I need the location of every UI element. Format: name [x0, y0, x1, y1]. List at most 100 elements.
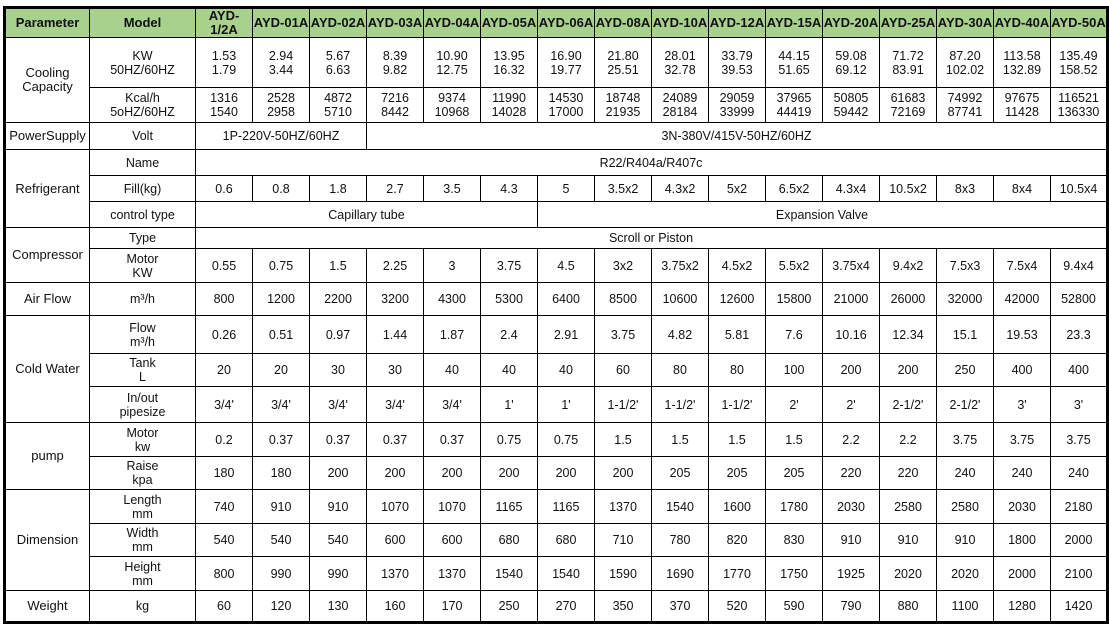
table-cell: 9.4x4 — [1050, 248, 1108, 283]
table-cell: 2100 — [1050, 556, 1108, 591]
header-model: Model — [89, 7, 196, 38]
header-model-ayd-12a: AYD-12A — [708, 7, 766, 38]
row-label: Width mm — [89, 523, 196, 557]
table-cell: 4.3 — [480, 175, 538, 202]
table-cell: 1165 — [480, 489, 538, 524]
table-cell: 5.5x2 — [765, 248, 823, 283]
table-cell: 2000 — [993, 556, 1051, 591]
table-cell: 220 — [879, 456, 937, 490]
table-cell: 1750 — [765, 556, 823, 591]
table-cell: 5.67 6.63 — [309, 37, 367, 88]
table-cell: 180 — [252, 456, 310, 490]
table-cell: 7.5x3 — [936, 248, 994, 283]
table-cell: 3' — [993, 386, 1051, 423]
table-cell: 540 — [309, 523, 367, 557]
table-cell: 1540 — [537, 556, 595, 591]
table-cell: 3.75x4 — [822, 248, 880, 283]
table-cell: 990 — [252, 556, 310, 591]
table-cell: 180 — [195, 456, 253, 490]
row-label: In/out pipesize — [89, 386, 196, 423]
table-cell: 4.5x2 — [708, 248, 766, 283]
table-cell: 240 — [936, 456, 994, 490]
table-cell: 5 — [537, 175, 595, 202]
table-row: Weight kg 60 120 130 160 170 250 270 350 370 520 590… — [4, 590, 1108, 623]
header-model-ayd-1-2a: AYD-1/2A — [195, 7, 253, 38]
table-cell: 910 — [822, 523, 880, 557]
table-cell: 100 — [765, 353, 823, 387]
table-cell: 2.25 — [366, 248, 424, 283]
table-cell: 1316 1540 — [195, 87, 253, 123]
spec-table: Parameter Model AYD-1/2A AYD-01A AYD-02A AY… — [3, 6, 1109, 624]
row-label: Name — [89, 149, 196, 176]
table-cell: 1770 — [708, 556, 766, 591]
table-cell: 1600 — [708, 489, 766, 524]
table-cell: 1.87 — [423, 315, 481, 354]
table-cell: 3/4' — [423, 386, 481, 423]
table-cell: 80 — [708, 353, 766, 387]
table-cell: 350 — [594, 590, 652, 623]
table-cell: 8500 — [594, 282, 652, 316]
row-group-label: Air Flow — [4, 282, 90, 316]
table-cell: 10.16 — [822, 315, 880, 354]
table-cell: 0.55 — [195, 248, 253, 283]
table-cell: 1.5 — [765, 422, 823, 457]
table-cell: 710 — [594, 523, 652, 557]
table-cell: 21000 — [822, 282, 880, 316]
table-cell: 11990 14028 — [480, 87, 538, 123]
row-label: control type — [89, 201, 196, 228]
row-group-label: pump — [4, 422, 90, 490]
merged-cell: Expansion Valve — [537, 201, 1108, 228]
table-cell: 5300 — [480, 282, 538, 316]
table-cell: 2' — [765, 386, 823, 423]
table-row: Motor KW 0.55 0.75 1.5 2.25 3 3.75 4.5 3x2 3.75x2… — [5, 248, 1108, 283]
header-row: Parameter Model AYD-1/2A AYD-01A AYD-02A AY… — [4, 7, 1108, 38]
table-cell: 6400 — [537, 282, 595, 316]
table-cell: 7216 8442 — [366, 87, 424, 123]
table-cell: 2030 — [993, 489, 1051, 524]
merged-cell: Scroll or Piston — [195, 227, 1108, 249]
table-cell: 10.5x4 — [1050, 175, 1108, 202]
table-cell: 590 — [765, 590, 823, 623]
merged-cell: 3N-380V/415V-50HZ/60HZ — [366, 122, 1108, 150]
table-cell: 12600 — [708, 282, 766, 316]
table-cell: 1.5 — [594, 422, 652, 457]
table-cell: 61683 72169 — [879, 87, 937, 123]
table-cell: 3.75 — [594, 315, 652, 354]
table-cell: 3.75x2 — [651, 248, 709, 283]
table-row: Height mm 800 990 990 1370 1370 1540 1540 1590 16… — [5, 556, 1108, 591]
table-cell: 780 — [651, 523, 709, 557]
table-row: Compressor Type Scroll or Piston — [4, 227, 1108, 283]
header-model-ayd-04a: AYD-04A — [423, 7, 481, 38]
row-group-label: Cold Water — [4, 315, 90, 423]
header-model-ayd-06a: AYD-06A — [537, 7, 595, 38]
row-group-label: Weight — [4, 590, 90, 623]
header-model-ayd-08a: AYD-08A — [594, 7, 652, 38]
table-cell: 74992 87741 — [936, 87, 994, 123]
table-row: Kcal/h 5oHZ/60HZ 1316 1540 2528 2958 4872 5… — [5, 87, 1108, 123]
table-cell: 60 — [195, 590, 253, 623]
row-label: Flow m³/h — [89, 315, 196, 354]
table-cell: 990 — [309, 556, 367, 591]
row-label: Length mm — [89, 489, 196, 524]
table-cell: 4.3x4 — [822, 175, 880, 202]
table-cell: 80 — [651, 353, 709, 387]
table-cell: 240 — [993, 456, 1051, 490]
table-cell: 2-1/2' — [879, 386, 937, 423]
table-cell: 3/4' — [252, 386, 310, 423]
table-cell: 1420 — [1050, 590, 1108, 623]
table-cell: 1590 — [594, 556, 652, 591]
table-cell: 10600 — [651, 282, 709, 316]
table-cell: 0.26 — [195, 315, 253, 354]
table-row: Cooling Capacity KW 50HZ/60HZ 1.53 1.79 2.9… — [4, 37, 1108, 123]
table-cell: 1.5 — [309, 248, 367, 283]
table-row: Fill(kg) 0.6 0.8 1.8 2.7 3.5 4.3 5 3.5x2 4.3x2 5x2… — [5, 175, 1108, 202]
table-cell: 200 — [309, 456, 367, 490]
table-row: In/out pipesize 3/4' 3/4' 3/4' 3/4' 3/4' 1' 1' 1… — [5, 386, 1108, 423]
table-cell: 135.49 158.52 — [1050, 37, 1108, 88]
table-cell: 14530 17000 — [537, 87, 595, 123]
header-model-ayd-20a: AYD-20A — [822, 7, 880, 38]
table-cell: 1165 — [537, 489, 595, 524]
row-group-label: Cooling Capacity — [4, 37, 90, 123]
table-cell: 0.37 — [252, 422, 310, 457]
table-cell: 71.72 83.91 — [879, 37, 937, 88]
